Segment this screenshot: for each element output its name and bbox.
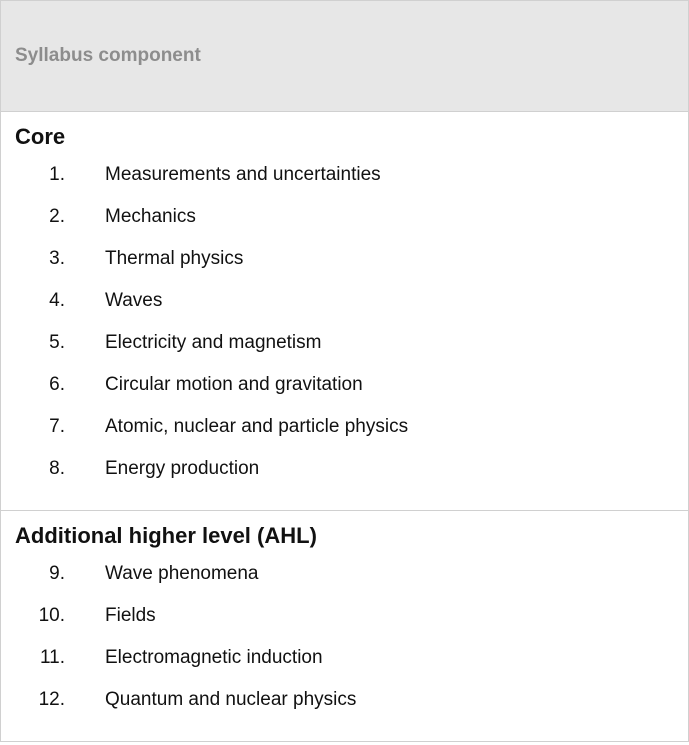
section-core: Core 1. Measurements and uncertainties 2… <box>1 112 688 511</box>
item-text: Measurements and uncertainties <box>93 164 674 186</box>
section-ahl: Additional higher level (AHL) 9. Wave ph… <box>1 511 688 741</box>
item-number: 12. <box>15 689 93 711</box>
item-number: 5. <box>15 332 93 354</box>
list-item: 2. Mechanics <box>15 200 674 242</box>
item-text: Energy production <box>93 458 674 480</box>
item-text: Mechanics <box>93 206 674 228</box>
item-text: Circular motion and gravitation <box>93 374 674 396</box>
item-number: 10. <box>15 605 93 627</box>
item-text: Electromagnetic induction <box>93 647 674 669</box>
item-text: Fields <box>93 605 674 627</box>
item-text: Quantum and nuclear physics <box>93 689 674 711</box>
table-header: Syllabus component <box>1 0 688 112</box>
list-item: 10. Fields <box>15 599 674 641</box>
list-item: 6. Circular motion and gravitation <box>15 368 674 410</box>
item-number: 11. <box>15 647 93 669</box>
core-list: 1. Measurements and uncertainties 2. Mec… <box>15 158 674 494</box>
list-item: 4. Waves <box>15 284 674 326</box>
item-text: Atomic, nuclear and particle physics <box>93 416 674 438</box>
item-text: Electricity and magnetism <box>93 332 674 354</box>
list-item: 11. Electromagnetic induction <box>15 641 674 683</box>
header-title: Syllabus component <box>15 45 201 66</box>
list-item: 1. Measurements and uncertainties <box>15 158 674 200</box>
list-item: 5. Electricity and magnetism <box>15 326 674 368</box>
item-text: Waves <box>93 290 674 312</box>
item-number: 9. <box>15 563 93 585</box>
item-text: Wave phenomena <box>93 563 674 585</box>
item-number: 2. <box>15 206 93 228</box>
item-number: 4. <box>15 290 93 312</box>
item-number: 8. <box>15 458 93 480</box>
section-title: Core <box>15 124 674 150</box>
list-item: 12. Quantum and nuclear physics <box>15 683 674 725</box>
item-number: 1. <box>15 164 93 186</box>
syllabus-table: Syllabus component Core 1. Measurements … <box>0 0 689 742</box>
item-text: Thermal physics <box>93 248 674 270</box>
item-number: 3. <box>15 248 93 270</box>
ahl-list: 9. Wave phenomena 10. Fields 11. Electro… <box>15 557 674 725</box>
item-number: 7. <box>15 416 93 438</box>
section-title: Additional higher level (AHL) <box>15 523 674 549</box>
list-item: 8. Energy production <box>15 452 674 494</box>
item-number: 6. <box>15 374 93 396</box>
list-item: 7. Atomic, nuclear and particle physics <box>15 410 674 452</box>
list-item: 3. Thermal physics <box>15 242 674 284</box>
list-item: 9. Wave phenomena <box>15 557 674 599</box>
